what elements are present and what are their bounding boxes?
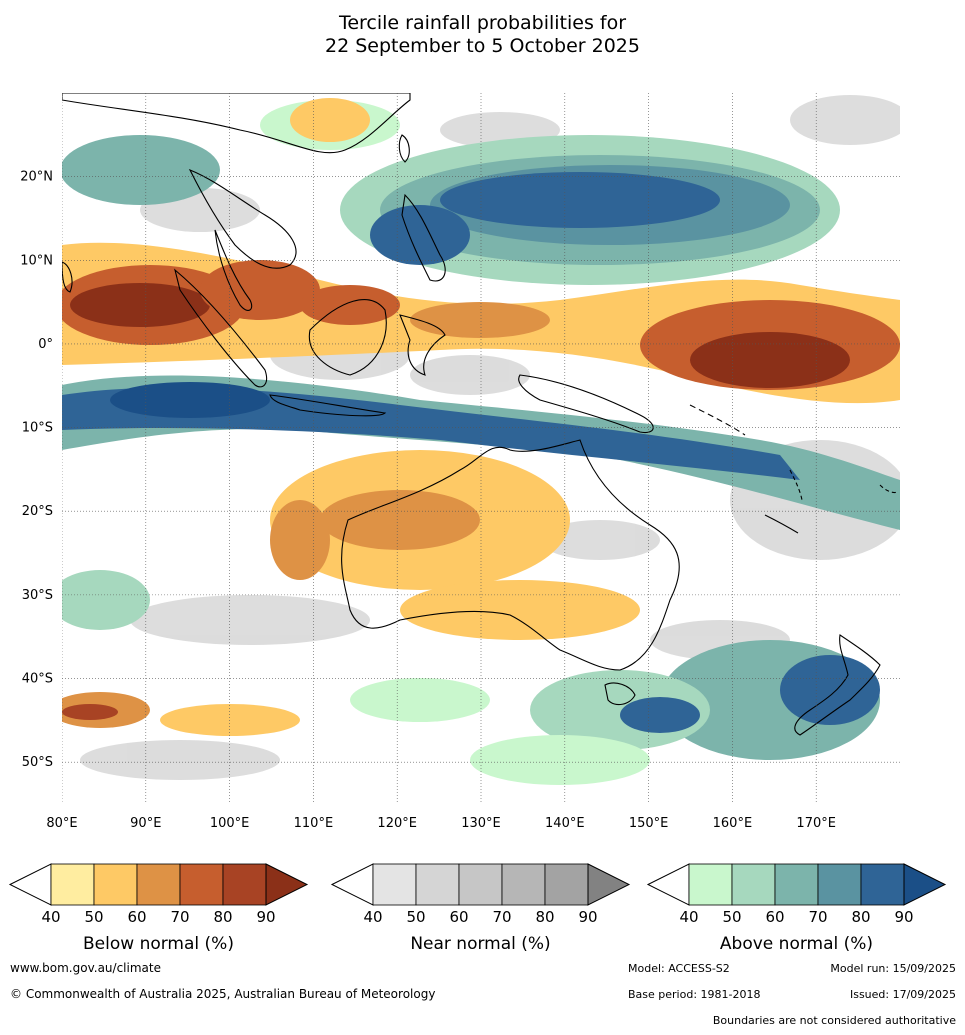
new-guinea-outline: [518, 374, 654, 434]
colorbar-segment: [93, 863, 138, 906]
colorbar-above-normal: 40 50 60 70 80 90 Above normal (%): [646, 863, 947, 954]
map-title-line-2: 22 September to 5 October 2025: [325, 35, 640, 57]
philippines-outline: [401, 193, 446, 282]
colorbar-tick-label: 90: [894, 908, 913, 926]
australia-outline: [341, 439, 680, 671]
model-name: Model: ACCESS-S2: [628, 962, 730, 975]
colorbar-tick-label: 40: [679, 908, 698, 926]
colorbar-title: Near normal (%): [410, 934, 550, 954]
longitude-label: 110°E: [294, 816, 334, 831]
colorbar-segment: [50, 863, 95, 906]
latitude-label: 20°S: [22, 504, 53, 519]
longitude-label: 90°E: [130, 816, 161, 831]
longitude-label: 80°E: [46, 816, 77, 831]
below-normal-field: [62, 98, 900, 736]
above-normal-field-north: [62, 100, 840, 285]
new-caledonia-outline: [764, 514, 799, 534]
colorbar-segment: [817, 863, 862, 906]
colorbar-segment: [179, 863, 224, 906]
colorbar-title: Below normal (%): [83, 934, 234, 954]
tasmania-outline: [604, 682, 636, 706]
colorbar-tick-label: 90: [578, 908, 597, 926]
sumatra-outline: [174, 268, 268, 388]
coastlines: [62, 93, 899, 736]
colorbar-tick-label: 90: [256, 908, 275, 926]
colorbar-tick-label: 60: [127, 908, 146, 926]
colorbar-tick-label: 70: [808, 908, 827, 926]
colorbar-tick-label: 50: [722, 908, 741, 926]
colorbar-upper-extension: [587, 863, 631, 906]
colorbar-tick-label: 40: [41, 908, 60, 926]
map-plot-area: 20°N 10°N 0° 10°S 20°S 30°S 40°S 50°S 80°E 90°E 1…: [20, 93, 900, 831]
colorbar-segment: [544, 863, 589, 906]
colorbar-lower-extension: [330, 863, 374, 906]
colorbar-segment: [222, 863, 267, 906]
colorbar-tick-label: 40: [363, 908, 382, 926]
longitude-label: 160°E: [713, 816, 753, 831]
colorbar-lower-extension: [8, 863, 52, 906]
colorbar-upper-extension: [903, 863, 947, 906]
latitude-label: 30°S: [22, 588, 53, 603]
latitude-labels: 20°N 10°N 0° 10°S 20°S 30°S 40°S 50°S: [20, 170, 53, 771]
colorbar-tick-label: 80: [851, 908, 870, 926]
latitude-label: 0°: [38, 337, 53, 352]
colorbar-segment: [501, 863, 546, 906]
boundary-disclaimer: Boundaries are not considered authoritat…: [712, 1014, 956, 1027]
copyright-text: © Commonwealth of Australia 2025, Austra…: [10, 987, 436, 1001]
longitude-label: 100°E: [210, 816, 250, 831]
longitude-label: 150°E: [629, 816, 669, 831]
model-run-date: Model run: 15/09/2025: [830, 962, 956, 975]
colorbar-tick-label: 60: [449, 908, 468, 926]
colorbar-tick-label: 60: [765, 908, 784, 926]
above-normal-field-south: [62, 375, 900, 785]
colorbar-lower-extension: [646, 863, 690, 906]
colorbar-segment: [860, 863, 905, 906]
solomon-islands-outline: [689, 404, 746, 436]
borneo-outline: [308, 299, 387, 376]
java-outline: [269, 394, 387, 417]
colorbar-tick-label: 50: [406, 908, 425, 926]
colorbar-upper-extension: [265, 863, 309, 906]
latitude-label: 10°N: [20, 253, 53, 268]
colorbar-tick-label: 80: [535, 908, 554, 926]
colorbar-segment: [136, 863, 181, 906]
colorbar-segment: [688, 863, 733, 906]
mainland-asia-outline: [62, 93, 411, 154]
map-title-line-1: Tercile rainfall probabilities for: [338, 12, 627, 34]
colorbar-segment: [372, 863, 417, 906]
colorbar-segment: [731, 863, 776, 906]
latitude-label: 40°S: [22, 672, 53, 687]
colorbar-segment: [774, 863, 819, 906]
new-zealand-outline: [794, 634, 881, 736]
longitude-label: 130°E: [461, 816, 501, 831]
colorbar-tick-label: 80: [213, 908, 232, 926]
longitude-label: 120°E: [377, 816, 417, 831]
colorbar-tick-label: 70: [492, 908, 511, 926]
base-period: Base period: 1981-2018: [628, 988, 761, 1001]
latitude-label: 10°S: [22, 421, 53, 436]
probability-fields: [62, 93, 900, 804]
longitude-label: 140°E: [545, 816, 585, 831]
colorbar-near-normal: 40 50 60 70 80 90 Near normal (%): [330, 863, 631, 954]
sri-lanka-outline: [62, 261, 73, 293]
vanuatu-fiji-outline: [789, 469, 899, 501]
colorbar-below-normal: 40 50 60 70 80 90 Below normal (%): [8, 863, 309, 954]
latitude-label: 20°N: [20, 170, 53, 185]
website-link[interactable]: www.bom.gov.au/climate: [10, 961, 161, 975]
colorbar-legends: 40 50 60 70 80 90 Below normal (%) 40 50 60 70 80 90…: [8, 863, 947, 954]
malay-peninsula-outline: [214, 229, 253, 311]
longitude-labels: 80°E 90°E 100°E 110°E 120°E 130°E 140°E 150°E 16…: [46, 816, 836, 831]
indochina-outline: [188, 168, 297, 269]
sulawesi-outline: [399, 314, 446, 376]
taiwan-outline: [398, 134, 410, 163]
issued-date: Issued: 17/09/2025: [849, 988, 956, 1001]
colorbar-segment: [458, 863, 503, 906]
longitude-label: 170°E: [796, 816, 836, 831]
colorbar-tick-label: 70: [170, 908, 189, 926]
colorbar-title: Above normal (%): [720, 934, 873, 954]
latitude-label: 50°S: [22, 755, 53, 770]
colorbar-segment: [415, 863, 460, 906]
colorbar-tick-label: 50: [84, 908, 103, 926]
